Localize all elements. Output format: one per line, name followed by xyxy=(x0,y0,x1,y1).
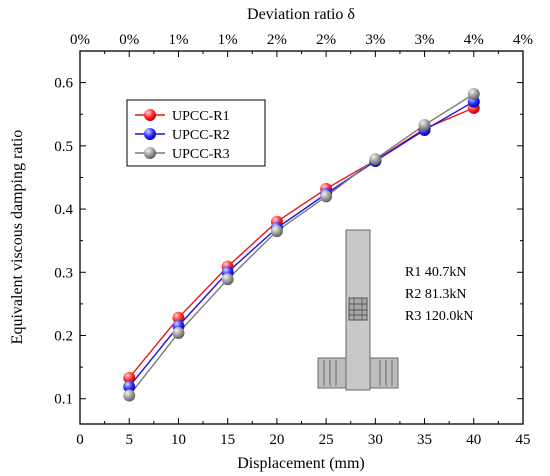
series-layer xyxy=(123,87,480,402)
data-point-upcc-r3 xyxy=(418,118,431,131)
x-tick-label: 5 xyxy=(125,432,133,448)
top-tick-label: 0% xyxy=(70,32,90,48)
top-tick-label: 4% xyxy=(464,32,484,48)
x-tick-label: 45 xyxy=(516,432,531,448)
data-point-upcc-r3 xyxy=(270,225,283,238)
y-tick-label: 0.4 xyxy=(54,202,73,218)
y-tick-label: 0.3 xyxy=(54,265,73,281)
series-line-upcc-r3 xyxy=(128,93,475,396)
specimen-joint xyxy=(348,297,368,321)
x-tick-label: 30 xyxy=(368,432,383,448)
data-point-upcc-r3 xyxy=(369,153,382,166)
data-point-upcc-r3 xyxy=(467,87,480,100)
legend-marker-r3 xyxy=(144,147,156,159)
top-tick-label: 2% xyxy=(316,32,336,48)
data-point-upcc-r2 xyxy=(123,380,136,393)
series-line-upcc-r2 xyxy=(128,100,475,388)
x-tick-label: 15 xyxy=(220,432,235,448)
x-axis-title: Displacement (mm) xyxy=(237,455,365,472)
x-tick-label: 20 xyxy=(269,432,284,448)
data-point-upcc-r3 xyxy=(172,326,185,339)
data-point-upcc-r3 xyxy=(320,190,333,203)
specimen-drawing xyxy=(317,229,399,391)
legend-label-r3: UPCC-R3 xyxy=(172,147,230,162)
top-tick-label: 3% xyxy=(415,32,435,48)
x-tick-label: 10 xyxy=(171,432,186,448)
data-point-upcc-r1 xyxy=(172,311,185,324)
x-tick-label: 25 xyxy=(319,432,334,448)
legend-marker-r2 xyxy=(144,128,156,140)
top-tick-label: 1% xyxy=(218,32,238,48)
y-tick-label: 0.1 xyxy=(54,392,73,408)
data-point-upcc-r3 xyxy=(123,389,136,402)
annotation-r3: R3 120.0kN xyxy=(405,309,473,324)
top-tick-label: 1% xyxy=(168,32,188,48)
top-axis-title: Deviation ratio δ xyxy=(247,6,355,23)
x-tick-label: 35 xyxy=(417,432,432,448)
data-point-upcc-r3 xyxy=(221,273,234,286)
legend-label-r1: UPCC-R1 xyxy=(172,109,230,124)
axis-ticks: 0 0% 5 0% 10 1% 15 1% 20 2% 25 2% 30 3% 35 3% 40 4% 45 4% 0.… xyxy=(54,32,533,448)
series-line-upcc-r1 xyxy=(128,107,475,379)
y-tick-label: 0.6 xyxy=(54,76,73,92)
x-tick-label: 40 xyxy=(466,432,481,448)
legend: UPCC-R1 UPCC-R2 UPCC-R3 xyxy=(126,99,266,167)
y-tick-label: 0.5 xyxy=(54,139,73,155)
top-tick-label: 0% xyxy=(119,32,139,48)
top-tick-label: 3% xyxy=(365,32,385,48)
x-tick-label: 0 xyxy=(76,432,84,448)
annotation-r1: R1 40.7kN xyxy=(405,265,466,280)
y-tick-label: 0.2 xyxy=(54,328,73,344)
top-tick-label: 4% xyxy=(513,32,533,48)
annotation-r2: R2 81.3kN xyxy=(405,287,466,302)
legend-marker-r1 xyxy=(144,109,156,121)
top-tick-label: 2% xyxy=(267,32,287,48)
data-point-upcc-r1 xyxy=(123,371,136,384)
legend-label-r2: UPCC-R2 xyxy=(172,128,230,143)
y-axis-title: Equivalent viscous damping ratio xyxy=(9,130,26,345)
